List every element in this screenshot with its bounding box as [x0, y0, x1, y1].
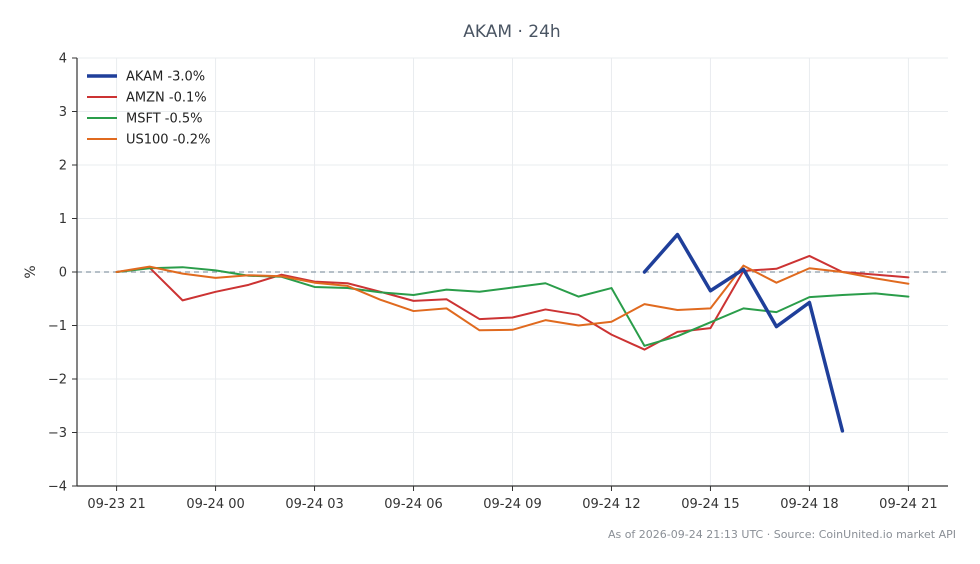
legend-label-us100: US100 -0.2%: [126, 133, 210, 148]
chart-title: AKAM · 24h: [463, 22, 560, 42]
legend-label-amzn: AMZN -0.1%: [126, 91, 207, 106]
legend: AKAM -3.0% AMZN -0.1% MSFT -0.5% US100 -0.2…: [87, 70, 210, 148]
y-tick-label: −2: [48, 373, 67, 388]
x-tick-label: 09-24 03: [285, 497, 343, 512]
y-tick-label: 4: [59, 52, 67, 67]
x-tick-label: 09-24 12: [582, 497, 640, 512]
x-tick-label: 09-24 00: [186, 497, 244, 512]
series-line-us100: [115, 264, 910, 332]
y-tick-label: −1: [48, 319, 67, 334]
source-footnote: As of 2026-09-24 21:13 UTC · Source: Coi…: [608, 528, 956, 541]
y-axis-label: %: [23, 265, 39, 278]
x-tick-label: 09-23 21: [87, 497, 145, 512]
axes: 4 3 2 1 0 −1 −2 −3 −4 09-23 21 09-24 00 09-24 03 09-…: [48, 52, 948, 512]
x-tick-label: 09-24 06: [384, 497, 442, 512]
x-tick-label: 09-24 15: [681, 497, 739, 512]
y-tick-label: 2: [59, 159, 67, 174]
y-tick-label: −4: [48, 480, 67, 495]
series-line-akam: [642, 232, 845, 433]
y-tick-label: 0: [59, 266, 67, 281]
legend-label-msft: MSFT -0.5%: [126, 112, 203, 127]
x-tick-label: 09-24 21: [879, 497, 937, 512]
y-tick-label: −3: [48, 426, 67, 441]
x-tick-label: 09-24 09: [483, 497, 541, 512]
y-tick-label: 3: [59, 105, 67, 120]
y-tick-label: 1: [59, 212, 67, 227]
legend-label-akam: AKAM -3.0%: [126, 70, 205, 85]
series-group: [115, 232, 910, 433]
series-line-amzn: [115, 254, 910, 351]
x-tick-label: 09-24 18: [780, 497, 838, 512]
